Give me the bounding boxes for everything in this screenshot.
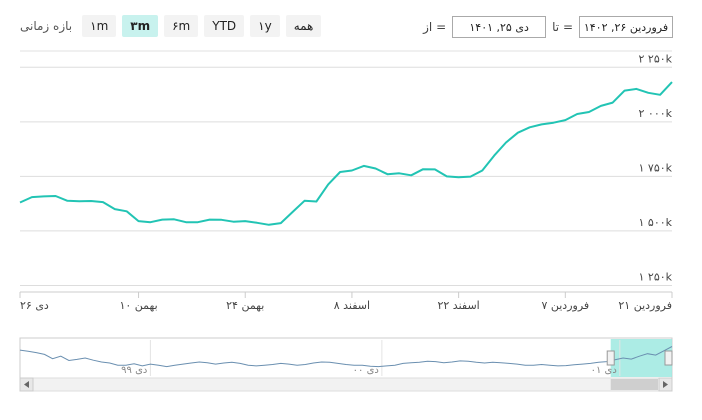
scroll-left-arrow-button[interactable] bbox=[19, 377, 34, 392]
range-selector: بازه زمانی ۱m ۳m ۶m YTD ۱y همه bbox=[20, 15, 322, 37]
navigator-grid bbox=[149, 340, 621, 376]
x-tick-label: فروردین ۷ bbox=[541, 299, 589, 312]
range-ytd-button[interactable]: YTD bbox=[204, 15, 245, 37]
y-tick-label: ۱ ۷۵۰k bbox=[639, 161, 673, 174]
y-tick-label: ۲ ۰۰۰k bbox=[639, 107, 673, 120]
grid-layer bbox=[20, 66, 672, 286]
x-tick-label: اسفند ۸ bbox=[334, 299, 370, 312]
range-1y-button[interactable]: ۱y bbox=[250, 15, 280, 37]
date-range: از = تا = bbox=[423, 16, 673, 38]
scroll-right-arrow-button[interactable] bbox=[658, 377, 673, 392]
scroll-right-arrow-icon bbox=[663, 381, 668, 388]
scroll-left-arrow-icon bbox=[24, 381, 29, 388]
navigator-label: دی ۹۹ bbox=[121, 365, 147, 376]
navigator-label: دی ۰۱ bbox=[591, 365, 617, 376]
navigator-label: دی ۰۰ bbox=[353, 365, 379, 376]
y-tick-label: ۱ ۲۵۰k bbox=[639, 270, 673, 283]
navigator-scrollbar-thumb[interactable] bbox=[610, 379, 658, 390]
navigator-left-handle[interactable] bbox=[606, 350, 615, 366]
y-axis: ۱ ۲۵۰k ۱ ۵۰۰k ۱ ۷۵۰k ۲ ۰۰۰k ۲ ۲۵۰k bbox=[639, 52, 673, 283]
series-layer bbox=[19, 81, 673, 226]
navigator-scrollbar-track[interactable] bbox=[19, 377, 673, 392]
to-label: تا = bbox=[552, 20, 573, 34]
price-series-line bbox=[19, 81, 673, 226]
from-date-input[interactable] bbox=[452, 16, 547, 38]
range-3m-button[interactable]: ۳m bbox=[122, 15, 159, 37]
navigator-series-line bbox=[19, 346, 673, 368]
range-all-button[interactable]: همه bbox=[285, 15, 322, 37]
to-date-input[interactable] bbox=[579, 16, 673, 38]
y-tick-label: ۱ ۵۰۰k bbox=[639, 216, 673, 229]
navigator[interactable]: دی ۹۹ دی ۰۰ دی ۰۱ bbox=[19, 337, 673, 392]
x-tick-label: بهمن ۱۰ bbox=[119, 299, 157, 312]
navigator-labels: دی ۹۹ دی ۰۰ دی ۰۱ bbox=[121, 365, 617, 376]
x-tick-label: فروردین ۲۱ bbox=[618, 299, 672, 312]
range-selector-label: بازه زمانی bbox=[20, 19, 73, 33]
navigator-frame bbox=[19, 337, 673, 379]
x-axis: دی ۲۶ بهمن ۱۰ بهمن ۲۴ اسفند ۸ اسفند ۲۲ فروردی… bbox=[19, 291, 673, 312]
y-tick-label: ۲ ۲۵۰k bbox=[639, 52, 673, 65]
from-label: از = bbox=[423, 20, 447, 34]
range-1m-button[interactable]: ۱m bbox=[82, 15, 117, 37]
range-6m-button[interactable]: ۶m bbox=[164, 15, 199, 37]
x-tick-label: اسفند ۲۲ bbox=[437, 299, 479, 312]
x-tick-label: بهمن ۲۴ bbox=[226, 299, 264, 312]
navigator-right-handle[interactable] bbox=[664, 350, 673, 366]
x-tick-label: دی ۲۶ bbox=[20, 299, 49, 312]
